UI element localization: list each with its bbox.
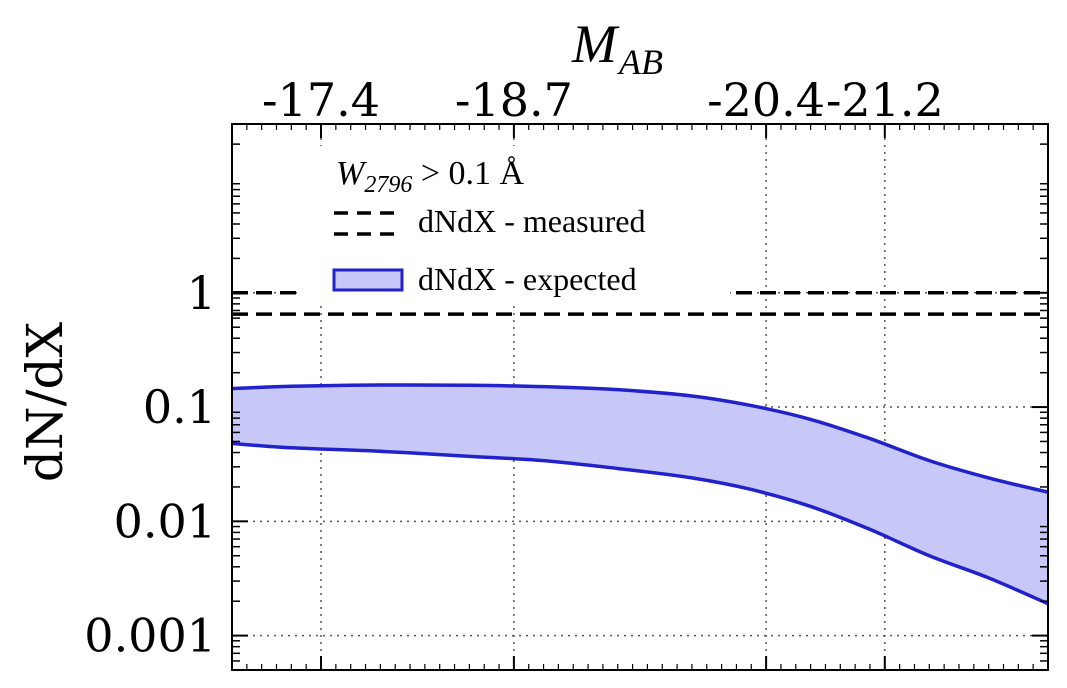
expected-lower-line: [231, 441, 1049, 606]
legend-title-rest: > 0.1 Å: [412, 155, 524, 192]
y-tick-label-1: 0.1: [143, 380, 216, 434]
x-axis-title-subscript: AB: [617, 42, 663, 82]
legend: W2796 > 0.1 Å dNdX - measured dNdX - exp…: [300, 146, 730, 306]
y-axis-title: dN/dX: [16, 322, 74, 483]
legend-title: W2796 > 0.1 Å: [336, 155, 525, 198]
legend-entry-expected: dNdX - expected: [418, 261, 637, 297]
expected-band-fill: [232, 384, 1048, 604]
top-tick-label-2: -20.4: [707, 73, 825, 127]
y-tick-label-3: 0.001: [84, 609, 216, 663]
top-tick-labels: -17.4 -18.7 -20.4 -21.2: [262, 73, 944, 127]
legend-entry-measured: dNdX - measured: [418, 203, 645, 239]
top-tick-label-1: -18.7: [455, 73, 573, 127]
y-tick-label-2: 0.01: [114, 494, 216, 548]
y-tick-label-0: 1: [187, 266, 216, 320]
legend-expected-swatch: [332, 268, 404, 292]
legend-title-subscript: 2796: [364, 172, 412, 198]
y-tick-labels: 1 0.1 0.01 0.001: [84, 266, 216, 663]
x-axis-title: MAB: [571, 14, 663, 82]
plot-frame: [231, 123, 1049, 671]
expected-upper-line: [231, 383, 1049, 494]
top-tick-label-0: -17.4: [262, 73, 380, 127]
top-tick-label-3: -21.2: [826, 73, 944, 127]
expected-band: [231, 383, 1049, 606]
